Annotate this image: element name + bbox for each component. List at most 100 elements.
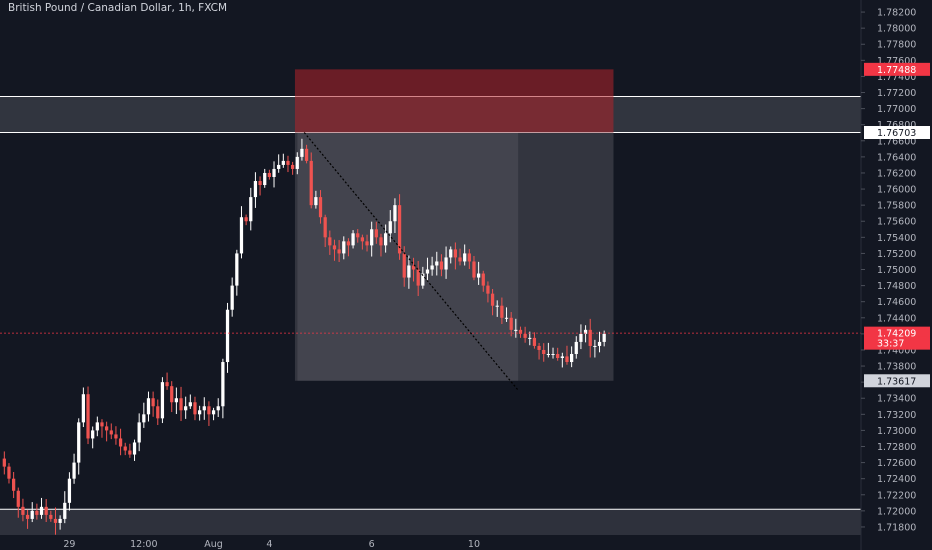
time-tick-label: 12:00 bbox=[130, 539, 157, 550]
candle-body bbox=[504, 317, 509, 319]
candle-body bbox=[449, 249, 453, 258]
candle-body bbox=[365, 241, 369, 246]
time-axis[interactable]: 29 12:00 Aug 4 6 10 bbox=[63, 539, 480, 550]
candle-body bbox=[370, 229, 374, 246]
candle-body bbox=[597, 341, 602, 346]
candle-body bbox=[514, 329, 518, 331]
candle-body bbox=[249, 197, 253, 222]
candle-body bbox=[25, 514, 30, 519]
candle-body bbox=[221, 362, 225, 407]
candle-body bbox=[277, 164, 281, 169]
candle-body bbox=[309, 160, 313, 206]
price-tick-label: 1.77800 bbox=[877, 40, 916, 51]
price-tick-label: 1.76400 bbox=[877, 152, 916, 163]
candle-body bbox=[509, 317, 513, 330]
candle-body bbox=[560, 356, 564, 359]
candle-body bbox=[397, 205, 402, 254]
price-tick-label: 1.77600 bbox=[877, 56, 916, 67]
candle-body bbox=[472, 261, 476, 278]
candle-body bbox=[486, 285, 490, 294]
candle-body bbox=[174, 398, 178, 403]
price-tick-label: 1.75200 bbox=[877, 249, 916, 260]
price-tick-label: 1.77200 bbox=[877, 88, 916, 99]
price-tick-label: 1.72200 bbox=[877, 490, 916, 501]
candle-body bbox=[551, 353, 555, 355]
candle-body bbox=[295, 156, 299, 169]
candle-body bbox=[477, 273, 481, 278]
candle-body bbox=[86, 394, 90, 439]
candle-body bbox=[337, 249, 341, 254]
candle-body bbox=[207, 406, 211, 415]
candle-body bbox=[267, 172, 271, 177]
candle-body bbox=[239, 217, 244, 254]
candle-body bbox=[300, 148, 304, 157]
candle-body bbox=[360, 237, 364, 242]
support-zone bbox=[0, 509, 861, 535]
candle-body bbox=[109, 430, 113, 435]
candle-body bbox=[602, 333, 606, 342]
candle-body bbox=[272, 168, 276, 177]
candle-body bbox=[356, 233, 360, 238]
price-tick-label: 1.75000 bbox=[877, 265, 916, 276]
price-tick-label: 1.76200 bbox=[877, 168, 916, 179]
candle-body bbox=[114, 434, 118, 439]
candle-body bbox=[411, 265, 416, 270]
price-tick-label: 1.74800 bbox=[877, 281, 916, 292]
candle-body bbox=[425, 269, 430, 274]
candle-body bbox=[188, 402, 192, 407]
candle-body bbox=[118, 438, 123, 447]
candle-body bbox=[100, 422, 104, 427]
candle-body bbox=[537, 345, 541, 350]
entry-price-tag: 1.76703 bbox=[877, 128, 916, 139]
candle-body bbox=[304, 148, 309, 161]
candle-body bbox=[146, 398, 151, 415]
price-tick-label: 1.76600 bbox=[877, 136, 916, 147]
target-price-tag-bg bbox=[864, 374, 930, 388]
price-tick-label: 1.78000 bbox=[877, 24, 916, 35]
candle-body bbox=[225, 309, 230, 363]
candle-body bbox=[546, 353, 550, 355]
current-price-tag: 1.74209 bbox=[877, 329, 916, 340]
candle-body bbox=[16, 490, 20, 507]
candle-body bbox=[235, 253, 239, 286]
candle-body bbox=[346, 241, 351, 246]
candle-body bbox=[570, 353, 574, 363]
price-tick-label: 1.74000 bbox=[877, 345, 916, 356]
candle-body bbox=[123, 446, 127, 451]
candle-body bbox=[137, 422, 141, 443]
candle-body bbox=[453, 249, 457, 258]
candle-body bbox=[323, 217, 327, 238]
price-tick-label: 1.75400 bbox=[877, 233, 916, 244]
candle-body bbox=[351, 233, 355, 246]
candle-body bbox=[439, 261, 444, 270]
candle-body bbox=[128, 450, 132, 455]
price-tick-label: 1.72600 bbox=[877, 458, 916, 469]
candle-body bbox=[579, 333, 583, 342]
candle-series bbox=[2, 138, 606, 535]
candle-body bbox=[77, 422, 81, 463]
candle-body bbox=[314, 197, 318, 206]
overlay-layer bbox=[0, 132, 861, 391]
candle-body bbox=[463, 253, 467, 262]
candle-body bbox=[165, 382, 169, 387]
price-tick-label: 1.76000 bbox=[877, 185, 916, 196]
candle-body bbox=[523, 333, 527, 338]
candle-body bbox=[12, 478, 16, 491]
candle-body bbox=[81, 394, 85, 423]
candle-body bbox=[58, 518, 62, 523]
candle-body bbox=[588, 329, 592, 346]
candle-body bbox=[105, 426, 109, 431]
candle-body bbox=[444, 257, 448, 270]
candle-body bbox=[374, 229, 378, 238]
candle-body bbox=[332, 245, 337, 250]
time-tick-label: Aug bbox=[204, 539, 223, 550]
candle-body bbox=[542, 349, 546, 354]
time-tick-label: 29 bbox=[63, 539, 75, 550]
price-tick-label: 1.75600 bbox=[877, 217, 916, 228]
candle-body bbox=[407, 265, 411, 278]
price-tick-label: 1.73200 bbox=[877, 410, 916, 421]
candle-body bbox=[342, 241, 346, 254]
candle-body bbox=[49, 514, 53, 519]
candle-body bbox=[53, 518, 58, 523]
